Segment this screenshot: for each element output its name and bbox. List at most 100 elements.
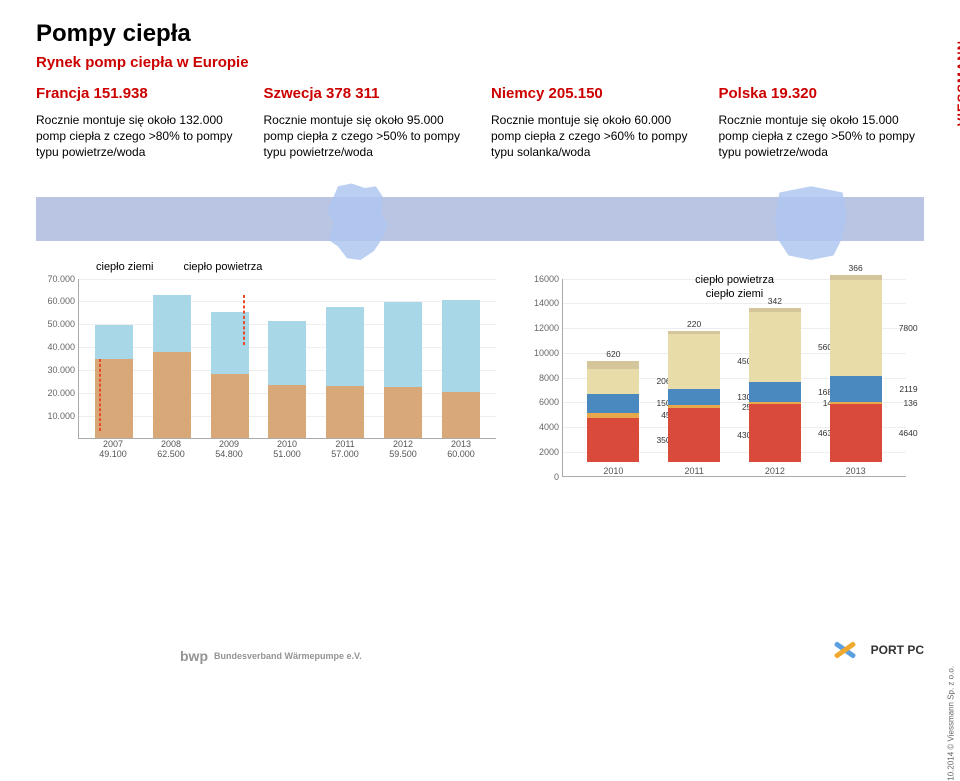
x-label: 200954.800 <box>207 439 251 459</box>
bar-seg: 3500 <box>587 418 639 461</box>
ytick-label: 60.000 <box>47 296 79 306</box>
seg-air <box>153 295 191 352</box>
seg-label: 4640 <box>899 428 918 438</box>
ytick-label: 0 <box>554 472 563 482</box>
country-head: Francja 151.938 <box>36 85 242 102</box>
seg-ground <box>442 392 480 438</box>
bar-stack <box>442 300 480 437</box>
bar-seg: 2060 <box>587 369 639 394</box>
page-title: Pompy ciepła <box>36 20 924 48</box>
bar-group: 464013621197800366 2013 <box>830 275 882 475</box>
left-chart: ciepło ziemi ciepło powietrza 10.00020.0… <box>36 279 496 477</box>
bar-seg: 4634 <box>749 404 801 461</box>
bar-seg: 450 <box>587 413 639 419</box>
ytick-label: 20.000 <box>47 388 79 398</box>
country-france: Francja 151.938 Rocznie montuje się okoł… <box>36 85 242 161</box>
x-label: 201259.500 <box>381 439 425 459</box>
x-label: 200749.100 <box>91 439 135 459</box>
bar-group: 4300250130045002202011 <box>668 331 720 476</box>
country-germany: Niemcy 205.150 Rocznie montuje się około… <box>491 85 697 161</box>
page-subtitle: Rynek pomp ciepła w Europie <box>36 54 924 71</box>
portpc-text: PORT PC <box>871 643 924 657</box>
bar-stack <box>384 302 422 438</box>
bar-seg: 1300 <box>668 389 720 405</box>
left-legend: ciepło ziemi ciepło powietrza <box>96 261 262 273</box>
dash-arrow-2 <box>243 295 245 345</box>
bar-seg: 620 <box>587 361 639 369</box>
germany-silhouette <box>286 179 426 269</box>
seg-label: 620 <box>606 349 620 359</box>
seg-air <box>442 300 480 391</box>
seg-ground <box>268 385 306 438</box>
brand-wordmark: VIESSMANN <box>954 40 960 126</box>
country-body: Rocznie montuje się około 132.000 pomp c… <box>36 112 242 161</box>
right-chart: 0200040006000800010000120001400016000 35… <box>526 279 906 477</box>
right-chart-area: 0200040006000800010000120001400016000 35… <box>562 279 906 477</box>
poland-silhouette <box>736 179 886 269</box>
ytick-label: 10.000 <box>47 411 79 421</box>
seg-label: 366 <box>849 263 863 273</box>
x-label: 201051.000 <box>265 439 309 459</box>
x-label: 2013 <box>846 466 866 476</box>
charts-row: ciepło ziemi ciepło powietrza 10.00020.0… <box>36 279 924 477</box>
seg-air <box>268 321 306 385</box>
bar-seg: 2119 <box>830 376 882 402</box>
seg-ground <box>211 374 249 438</box>
bar-seg: 4640 <box>830 404 882 461</box>
ytick-label: 14000 <box>534 298 563 308</box>
left-chart-area: 10.00020.00030.00040.00050.00060.00070.0… <box>78 279 496 439</box>
ytick-label: 10000 <box>534 348 563 358</box>
footer-right: PORT PC <box>825 638 924 662</box>
bar-stack <box>153 295 191 438</box>
ytick-label: 8000 <box>539 373 563 383</box>
ytick-label: 50.000 <box>47 319 79 329</box>
bar-seg: 4500 <box>668 334 720 390</box>
seg-ground <box>326 386 364 437</box>
country-body: Rocznie montuje się około 95.000 pomp ci… <box>264 112 470 161</box>
bar-group: 4634145168056003422012 <box>749 308 801 475</box>
seg-label: 136 <box>903 398 917 408</box>
seg-label: 220 <box>687 319 701 329</box>
seg-label: 7800 <box>899 323 918 333</box>
bar-seg: 145 <box>749 402 801 404</box>
portpc-icon <box>825 638 865 662</box>
country-poland: Polska 19.320 Rocznie montuje się około … <box>719 85 925 161</box>
bar-seg: 1680 <box>749 382 801 403</box>
right-legend: ciepło powietrza ciepło ziemi <box>695 273 774 302</box>
country-sweden: Szwecja 378 311 Rocznie montuje się okoł… <box>264 85 470 161</box>
bar-seg: 220 <box>668 331 720 334</box>
bar-seg: 136 <box>830 402 882 404</box>
bar-seg: 366 <box>830 275 882 280</box>
bar-stack: 350045015002060620 <box>587 361 639 462</box>
seg-ground <box>384 387 422 437</box>
ytick-label: 30.000 <box>47 365 79 375</box>
right-legend-ground: ciepło ziemi <box>695 287 774 301</box>
left-bars <box>79 279 496 438</box>
bwp-sub: Bundesverband Wärmepumpe e.V. <box>214 651 362 661</box>
bar-stack: 463414516805600342 <box>749 308 801 461</box>
ytick-label: 16000 <box>534 274 563 284</box>
bar-stack <box>326 307 364 437</box>
bar-stack: 430025013004500220 <box>668 331 720 462</box>
legend-air: ciepło powietrza <box>183 261 262 273</box>
x-label: 200862.500 <box>149 439 193 459</box>
country-body: Rocznie montuje się około 60.000 pomp ci… <box>491 112 697 161</box>
country-head: Niemcy 205.150 <box>491 85 697 102</box>
right-legend-air: ciepło powietrza <box>695 273 774 287</box>
right-bars: 3500450150020606202010430025013004500220… <box>563 279 906 476</box>
seg-label: 2119 <box>899 384 917 394</box>
legend-ground: ciepło ziemi <box>96 261 153 273</box>
country-body: Rocznie montuje się około 15.000 pomp ci… <box>719 112 925 161</box>
bar-seg: 7800 <box>830 280 882 377</box>
ytick-label: 40.000 <box>47 342 79 352</box>
bar-seg: 250 <box>668 405 720 408</box>
ytick-label: 2000 <box>539 447 563 457</box>
bwp-logo: bwp <box>180 648 208 664</box>
ytick-label: 70.000 <box>47 274 79 284</box>
bar-seg: 1500 <box>587 394 639 413</box>
bar-stack <box>268 321 306 438</box>
bar-seg: 4300 <box>668 408 720 461</box>
map-strip <box>36 179 924 269</box>
seg-air <box>95 325 133 359</box>
bar-group: 3500450150020606202010 <box>587 361 639 476</box>
